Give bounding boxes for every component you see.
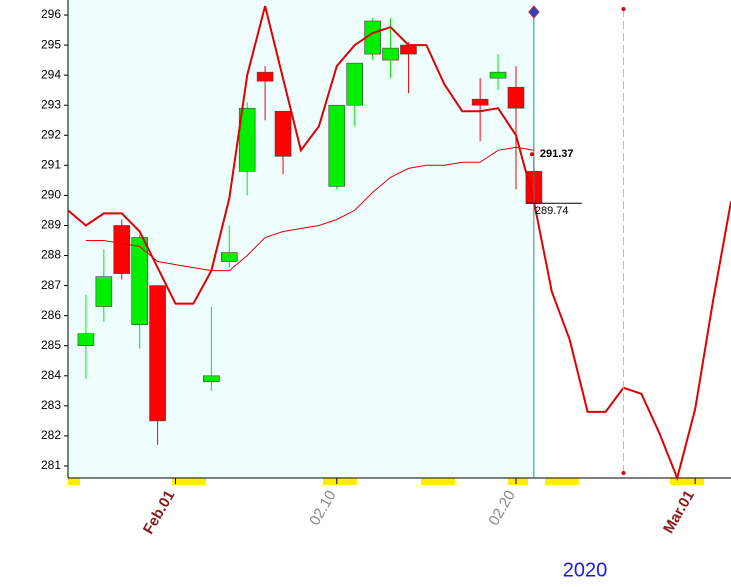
y-tick-label: 282 bbox=[41, 428, 61, 442]
line-series bbox=[85, 146, 534, 272]
candle-body bbox=[471, 98, 489, 106]
candle-body bbox=[238, 107, 256, 172]
candle-body bbox=[328, 104, 346, 187]
candle-body bbox=[131, 237, 148, 325]
y-tick-label: 281 bbox=[41, 458, 61, 472]
candle-body bbox=[113, 225, 131, 274]
axis-band bbox=[172, 478, 206, 485]
y-tick-label: 291 bbox=[41, 158, 61, 172]
axis-band bbox=[68, 478, 80, 485]
candle-body bbox=[220, 252, 238, 262]
candle-body bbox=[203, 375, 220, 383]
y-tick-label: 285 bbox=[41, 338, 61, 352]
candle-body bbox=[95, 276, 113, 307]
x-tick-label: Mar.01 bbox=[660, 487, 698, 536]
x-tick-label: 02.10 bbox=[306, 487, 339, 528]
y-tick-label: 293 bbox=[41, 97, 61, 111]
axis-band bbox=[508, 478, 528, 485]
y-tick-label: 286 bbox=[41, 308, 61, 322]
marker-dot bbox=[621, 471, 626, 475]
price-dot bbox=[529, 152, 534, 157]
year-label: 2020 bbox=[563, 559, 608, 581]
y-tick-label: 287 bbox=[41, 278, 61, 292]
candle-body bbox=[274, 110, 292, 157]
candle-body bbox=[489, 71, 507, 79]
candle-body bbox=[507, 86, 525, 109]
price-label: 289.74 bbox=[535, 205, 569, 217]
candle-body bbox=[346, 62, 364, 106]
x-axis-highlights bbox=[68, 478, 704, 485]
y-tick-label: 284 bbox=[41, 368, 61, 382]
x-tick-label: Feb.01 bbox=[140, 487, 178, 537]
y-tick-label: 290 bbox=[41, 188, 61, 202]
y-tick-label: 288 bbox=[41, 248, 61, 262]
price-label: 291.37 bbox=[540, 148, 574, 160]
marker-dot bbox=[621, 7, 626, 11]
axis-band bbox=[421, 478, 455, 485]
candle-body bbox=[400, 44, 417, 55]
y-tick-label: 289 bbox=[41, 218, 61, 232]
y-tick-label: 296 bbox=[41, 7, 61, 21]
candle-body bbox=[382, 47, 399, 61]
y-tick-label: 283 bbox=[41, 398, 61, 412]
candle-body bbox=[256, 71, 274, 82]
candle-body bbox=[149, 285, 166, 422]
cursor-diamond bbox=[528, 5, 540, 19]
y-tick-label: 294 bbox=[41, 67, 61, 81]
x-tick-label: 02.20 bbox=[485, 487, 518, 528]
axis-band bbox=[545, 478, 579, 485]
axis-band bbox=[323, 478, 357, 485]
candle-body bbox=[77, 333, 95, 347]
line-series bbox=[67, 5, 731, 482]
axis-band bbox=[670, 478, 704, 485]
y-tick-label: 295 bbox=[41, 37, 61, 51]
y-tick-label: 292 bbox=[41, 127, 61, 141]
